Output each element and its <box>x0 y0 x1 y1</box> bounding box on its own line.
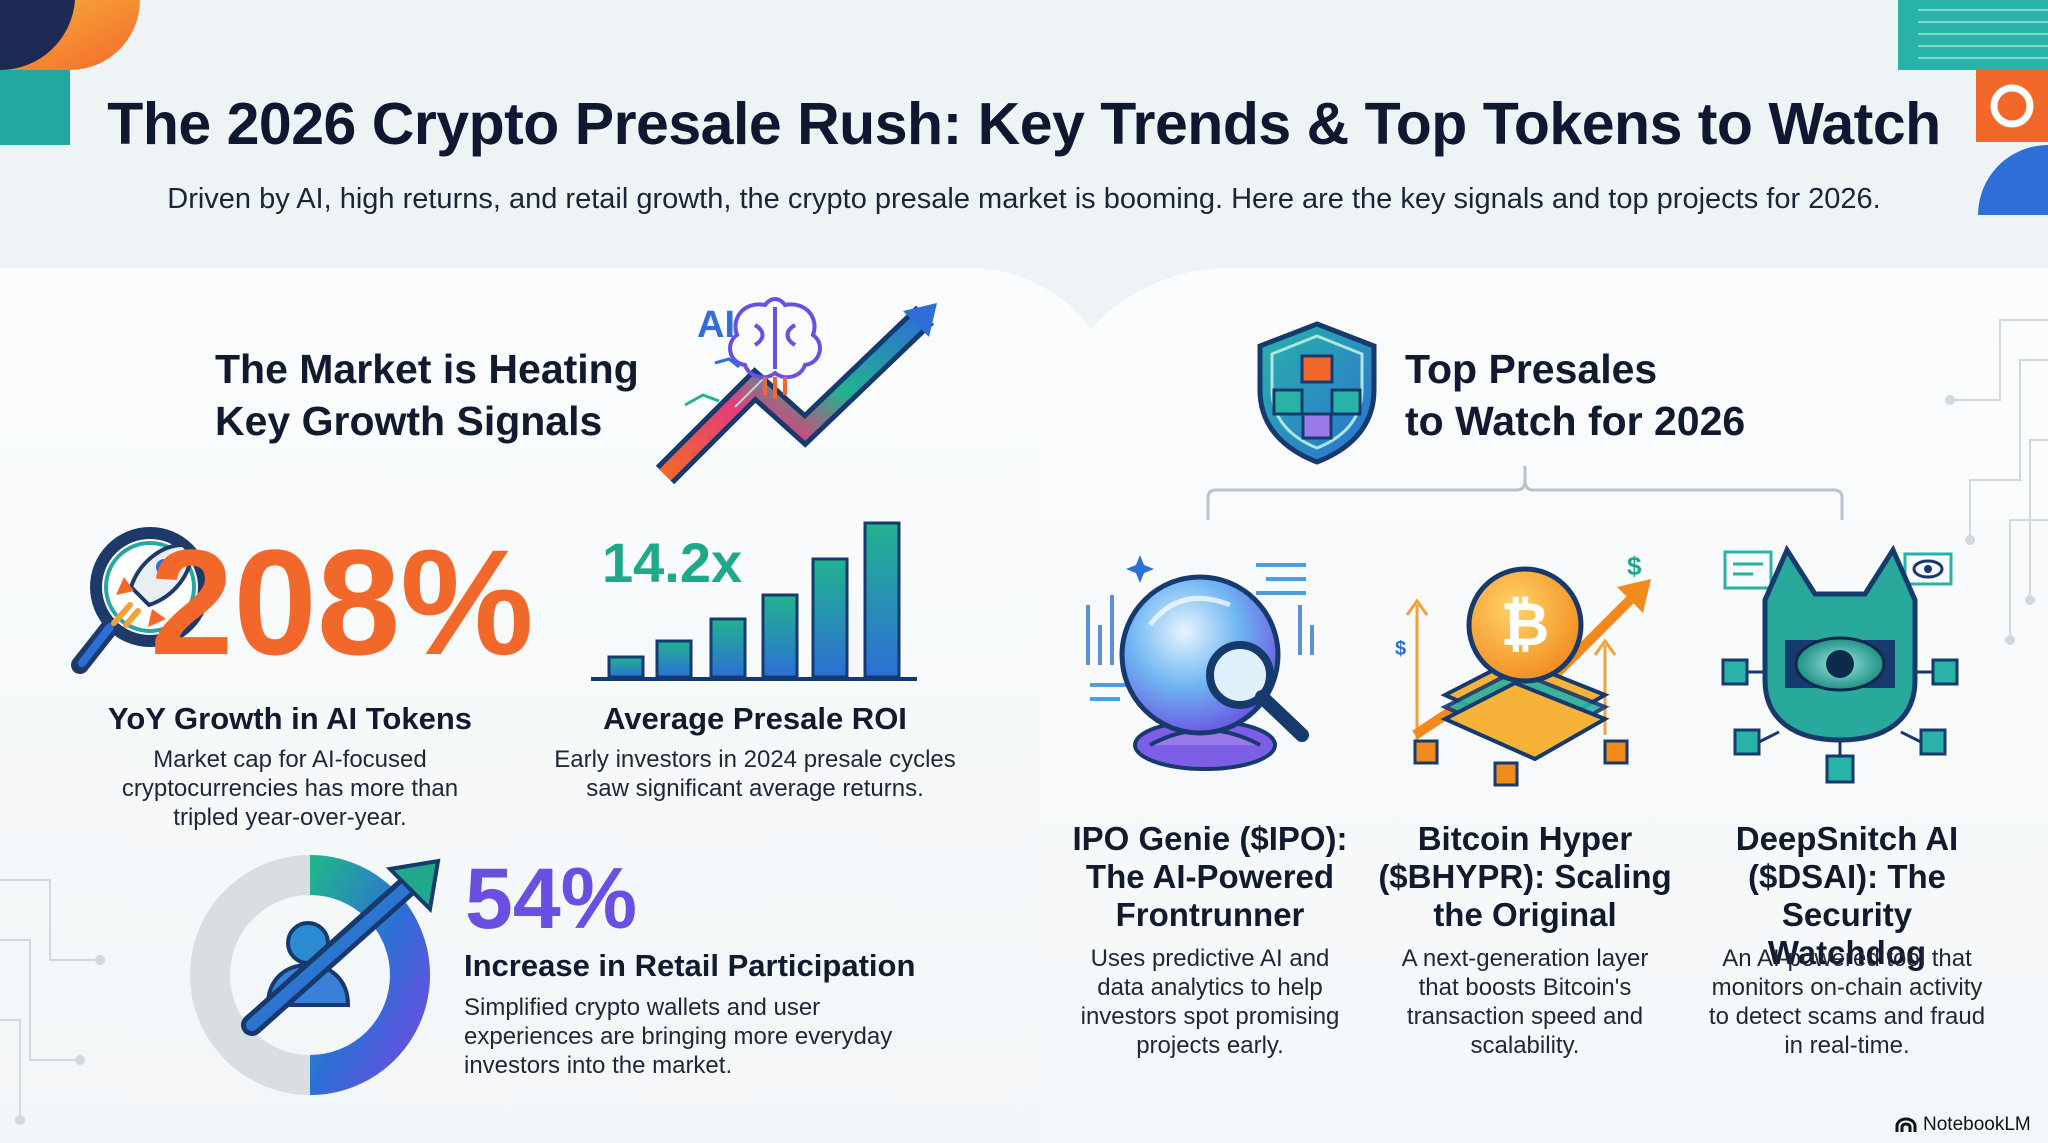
svg-text:₿: ₿ <box>1501 591 1550 658</box>
svg-text:$: $ <box>1395 638 1406 660</box>
footer-brand: NotebookLM <box>1895 1114 2031 1136</box>
presale-card-ipo-title: IPO Genie ($IPO): The AI-Powered Frontru… <box>1072 820 1348 933</box>
ai-brain-icon: AI <box>684 297 822 407</box>
ai-trend-illustration: AI <box>655 297 937 485</box>
presales-heading-line2: to Watch for 2026 <box>1405 398 1746 444</box>
circuit-decoration-right <box>1945 319 2048 645</box>
stat-ai-growth-label: YoY Growth in AI Tokens <box>108 701 472 736</box>
stat-roi-label: Average Presale ROI <box>603 701 907 736</box>
crystal-ball-icon <box>1086 555 1314 771</box>
stat-retail-value: 54% <box>465 851 638 947</box>
presale-card-dsai-title: DeepSnitch AI ($DSAI): The Security Watc… <box>1735 820 1959 971</box>
trend-arrow-icon <box>655 303 937 485</box>
notebooklm-logo-icon <box>1895 1117 1917 1132</box>
stat-ai-growth-desc: Market cap for AI-focused cryptocurrenci… <box>121 746 459 831</box>
presales-heading: Top Presales to Watch for 2026 <box>1405 343 1745 447</box>
circuit-decoration-left <box>0 879 105 1125</box>
rocket-magnifier-icon <box>71 527 210 674</box>
market-heading: The Market is Heating Key Growth Signals <box>215 343 639 447</box>
presale-card-ipo-desc: Uses predictive AI and data analytics to… <box>1080 945 1340 1059</box>
presale-card-bhypr-title: Bitcoin Hyper ($BHYPR): Scaling the Orig… <box>1378 820 1672 933</box>
page-subtitle: Driven by AI, high returns, and retail g… <box>167 183 1881 215</box>
stat-roi-desc: Early investors in 2024 presale cycles s… <box>554 746 956 802</box>
footer-brand-label: NotebookLM <box>1923 1114 2031 1135</box>
presales-heading-line1: Top Presales <box>1405 346 1658 392</box>
stat-roi-value: 14.2x <box>602 531 743 594</box>
robot-eye-icon <box>1721 544 1959 784</box>
stat-ai-growth-value: 208% <box>150 518 534 686</box>
market-heading-line2: Key Growth Signals <box>215 398 603 444</box>
svg-text:AI: AI <box>697 304 735 346</box>
stat-retail-label: Increase in Retail Participation <box>464 948 916 983</box>
user-growth-icon <box>190 855 441 1095</box>
svg-text:$: $ <box>1627 551 1642 581</box>
presale-card-bhypr-desc: A next-generation layer that boosts Bitc… <box>1401 945 1649 1059</box>
bar-chart-icon <box>591 521 917 681</box>
page-title: The 2026 Crypto Presale Rush: Key Trends… <box>107 91 1941 157</box>
corner-decoration-top-right <box>1898 0 2048 215</box>
market-heading-line1: The Market is Heating <box>215 346 639 392</box>
presales-bracket <box>1206 466 1844 520</box>
corner-decoration-top-left <box>0 0 140 145</box>
market-panel <box>0 268 1120 1143</box>
shield-blocks-icon <box>1257 321 1377 465</box>
presale-card-dsai-desc: An AI-powered tool that monitors on-chai… <box>1708 945 1986 1059</box>
stat-retail-desc: Simplified crypto wallets and user exper… <box>464 994 893 1079</box>
bitcoin-stack-icon: ₿ $ $ <box>1395 551 1651 787</box>
